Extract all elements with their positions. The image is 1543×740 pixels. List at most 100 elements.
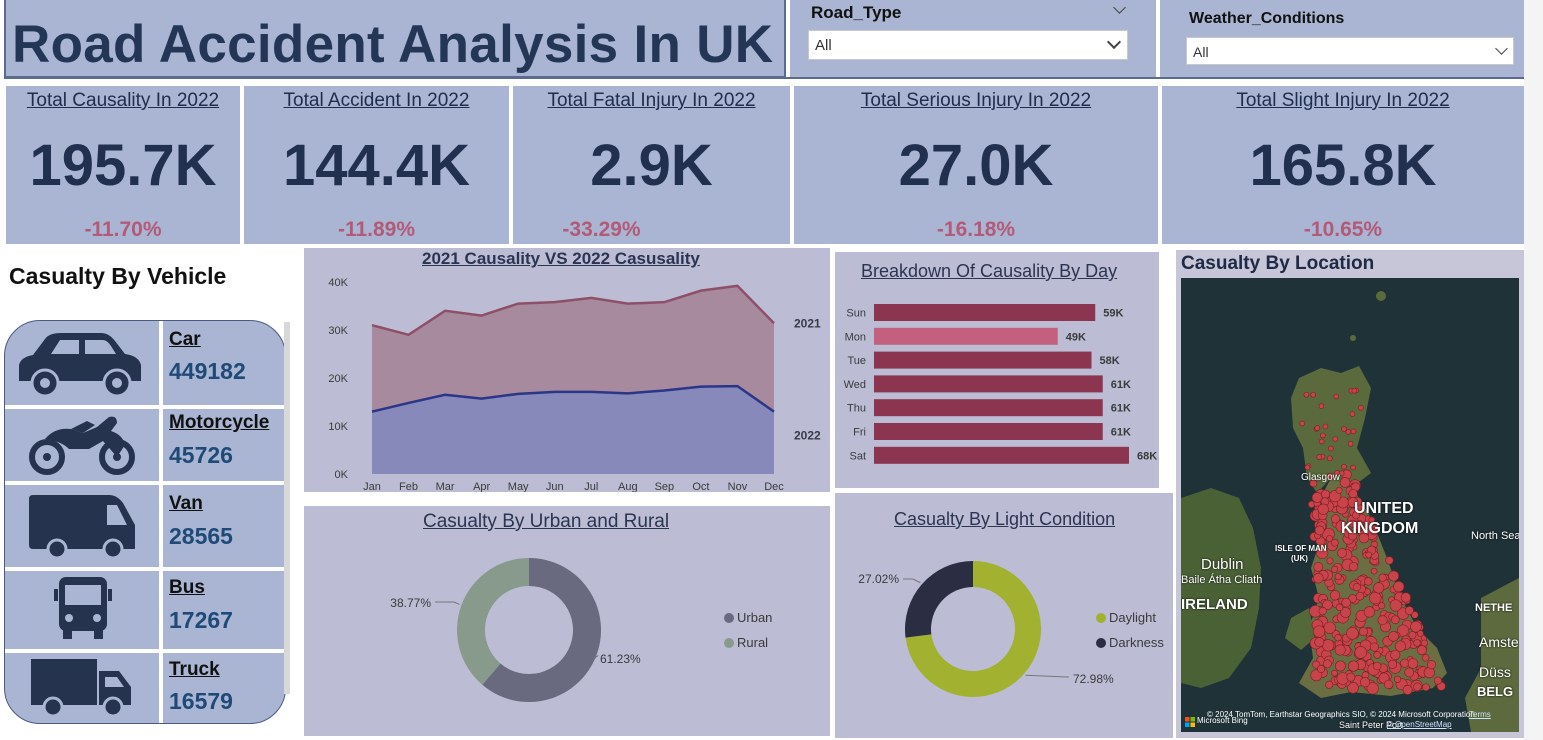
casualty-point	[1394, 640, 1407, 652]
casualty-point	[1330, 538, 1339, 547]
chevron-down-icon	[1495, 42, 1508, 55]
legend-label[interactable]: Darkness	[1109, 635, 1164, 650]
casualty-point	[1433, 676, 1442, 685]
vehicle-scrollbar[interactable]	[284, 322, 290, 694]
casualty-point	[1373, 651, 1381, 659]
casualty-point	[1316, 454, 1323, 460]
leader-line	[1025, 674, 1069, 678]
legend-label[interactable]: Urban	[737, 610, 772, 625]
road-type-value: All	[815, 37, 832, 54]
bar-tue[interactable]	[874, 351, 1092, 369]
x-tick-label: Apr	[473, 481, 490, 492]
series-line-2021[interactable]	[371, 284, 775, 337]
map-label-dusseldorf: Düss	[1479, 664, 1511, 680]
kpi-card-slight-injury[interactable]: Total Slight Injury In 2022 165.8K -10.6…	[1162, 86, 1524, 244]
casualty-point	[1355, 591, 1365, 601]
casualty-point	[1323, 621, 1336, 634]
y-tick-label: 10K	[328, 421, 348, 433]
casualty-point	[1413, 682, 1422, 692]
casualty-point	[1370, 527, 1378, 536]
road-type-dropdown[interactable]: All	[808, 30, 1128, 60]
casualty-point	[1318, 403, 1325, 409]
casualty-point	[1309, 479, 1318, 488]
bar-category-label: Tue	[847, 355, 866, 367]
casualty-point	[1351, 387, 1358, 394]
kpi-card-fatal-injury[interactable]: Total Fatal Injury In 2022 2.9K -33.29%	[513, 86, 790, 244]
urban-rural-donut[interactable]: 61.23% 38.77% Urban Rural	[304, 506, 830, 736]
bar-category-label: Fri	[853, 427, 866, 439]
vehicle-count: 45726	[169, 442, 233, 468]
casualty-point	[1320, 489, 1331, 499]
casualty-point	[1373, 582, 1385, 594]
donut-slice-urban[interactable]	[482, 558, 601, 702]
weather-label: Weather_Conditions	[1189, 10, 1345, 27]
map-terms-link[interactable]: Terms	[1469, 710, 1491, 719]
casualty-point	[1378, 602, 1386, 610]
bar-sun[interactable]	[874, 304, 1096, 321]
legend-label[interactable]: Daylight	[1109, 610, 1156, 625]
kpi-title: Total Serious Injury In 2022	[860, 90, 1092, 111]
kpi-value: 2.9K	[590, 133, 713, 198]
x-tick-label: Jan	[363, 481, 381, 492]
area-chart[interactable]: 0K 10K 20K 30K 40K Jan Feb Mar Apr May Jun Jul Aug Se…	[304, 248, 830, 492]
casualty-point	[1348, 489, 1358, 499]
motorcycle-icon	[5, 409, 157, 481]
chevron-down-icon[interactable]	[1113, 1, 1126, 14]
casualty-point	[1384, 679, 1394, 690]
casualty-point	[1352, 511, 1361, 520]
casualty-point	[1325, 680, 1334, 689]
casualty-point	[1402, 685, 1413, 695]
casualty-point	[1304, 464, 1311, 471]
vehicle-divider	[159, 409, 163, 481]
bar-mon[interactable]	[874, 327, 1058, 345]
map-terrain	[1181, 278, 1519, 732]
bar-fri[interactable]	[874, 423, 1103, 440]
light-condition-donut[interactable]: 72.98% 27.02% Daylight Darkness	[835, 493, 1173, 738]
casualty-point	[1350, 428, 1357, 435]
casualty-point	[1421, 639, 1428, 647]
casualty-point	[1341, 463, 1347, 470]
vehicle-divider	[159, 321, 163, 405]
casualty-point	[1393, 675, 1402, 683]
casualty-point	[1347, 682, 1359, 694]
map-osm-link[interactable]: © OpenStreetMap	[1387, 720, 1452, 729]
legend-marker	[1096, 613, 1106, 623]
series-line-2022[interactable]	[371, 384, 775, 413]
weather-dropdown[interactable]: All	[1186, 37, 1514, 65]
donut-slice-rural[interactable]	[457, 558, 529, 685]
vehicle-row-truck[interactable]: Truck 16579	[5, 653, 285, 723]
casualty-point	[1411, 611, 1419, 619]
kpi-change: -11.89%	[337, 218, 416, 241]
map-label-isle-of-man: ISLE OF MAN	[1275, 544, 1327, 553]
donut-slice-daylight[interactable]	[905, 561, 1041, 697]
day-bar-chart[interactable]: Sun 59K Mon 49K Tue 58K Wed 61K Thu 61K Fri 61K Sat 6…	[835, 252, 1159, 488]
vehicle-row-motorcycle[interactable]: Motorcycle 45726	[5, 409, 285, 481]
casualty-map[interactable]: UNITED KINGDOM Glasgow ISLE OF MAN (UK) …	[1181, 278, 1519, 732]
casualty-point	[1328, 445, 1334, 452]
slice-label: 38.77%	[390, 596, 431, 610]
page-title: Road Accident Analysis In UK	[12, 15, 774, 74]
kpi-card-serious-injury[interactable]: Total Serious Injury In 2022 27.0K -16.1…	[794, 86, 1158, 244]
vehicle-row-van[interactable]: Van 28565	[5, 485, 285, 567]
casualty-point	[1317, 664, 1326, 673]
vehicle-row-car[interactable]: Car 449182	[5, 321, 285, 405]
donut-slice-darkness[interactable]	[905, 561, 973, 638]
day-chart-panel: Breakdown Of Causality By Day Sun 59K Mon 4…	[835, 252, 1159, 488]
x-tick-label: Feb	[399, 481, 418, 492]
casualty-point	[1337, 548, 1347, 558]
bar-value-label: 61K	[1111, 427, 1131, 439]
casualty-point	[1372, 661, 1382, 671]
vehicle-divider	[159, 653, 163, 723]
kpi-card-total-accident[interactable]: Total Accident In 2022 144.4K -11.89%	[244, 86, 509, 244]
vehicle-row-bus[interactable]: Bus 17267	[5, 571, 285, 649]
bar-sat[interactable]	[874, 446, 1129, 464]
bar-thu[interactable]	[874, 399, 1103, 417]
bar-wed[interactable]	[874, 375, 1103, 393]
kpi-title: Total Fatal Injury In 2022	[547, 90, 756, 111]
location-title: Casualty By Location	[1181, 253, 1375, 274]
kpi-card-total-causality[interactable]: Total Causality In 2022 195.7K -11.70%	[6, 86, 240, 244]
header-divider	[4, 77, 1524, 79]
legend-label[interactable]: Rural	[737, 635, 768, 650]
row-divider	[5, 567, 285, 571]
leader-line	[593, 655, 599, 659]
